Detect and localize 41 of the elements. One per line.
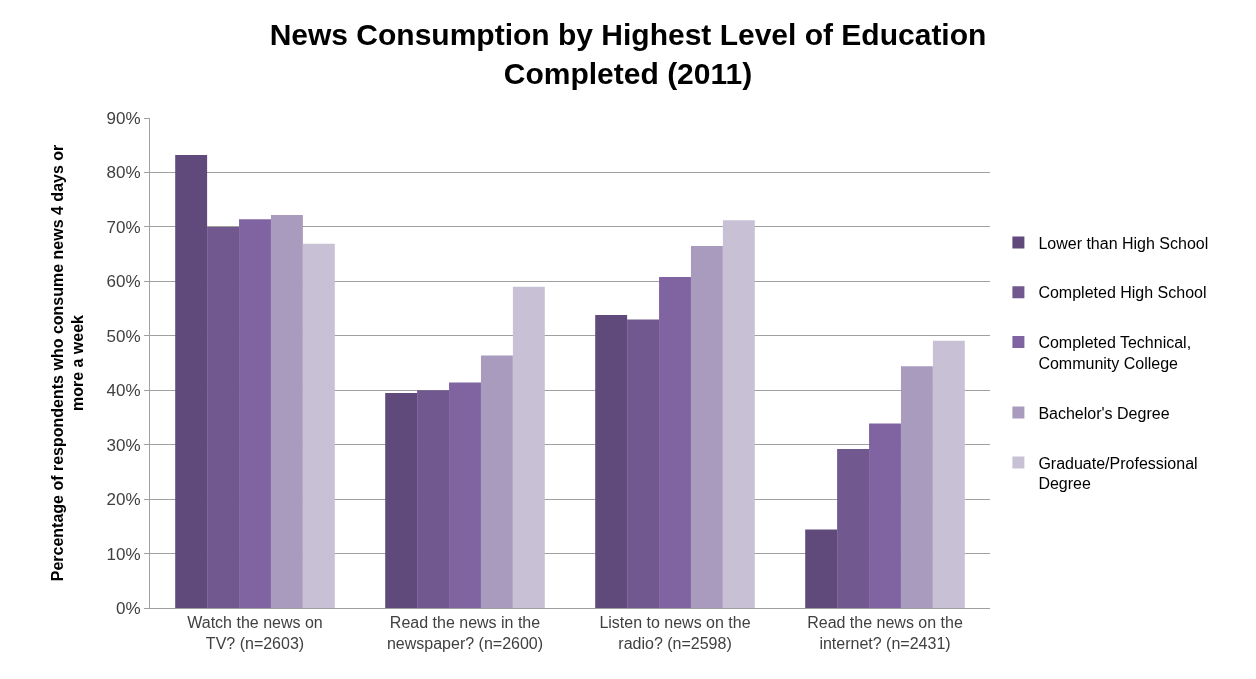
bar <box>385 392 418 608</box>
y-tick-label: 60% <box>106 272 141 292</box>
bar <box>869 423 901 608</box>
legend-label: Completed High School <box>1038 284 1207 302</box>
bar <box>480 355 513 608</box>
y-tick-label: 30% <box>106 435 141 455</box>
bar <box>659 276 691 608</box>
y-tick-label: 10% <box>106 544 141 564</box>
bar <box>417 390 450 608</box>
bar <box>837 449 870 608</box>
legend-label: Graduate/Professional Degree <box>1038 454 1198 493</box>
y-tick-label: 70% <box>106 217 141 237</box>
x-tick-label: Read the news in the newspaper? (n=2600) <box>386 614 544 652</box>
bar <box>207 226 240 608</box>
bar <box>239 219 271 608</box>
bar <box>449 382 481 608</box>
bar <box>175 155 208 608</box>
legend-label: Bachelor's Degree <box>1038 404 1170 422</box>
y-tick-label: 40% <box>106 381 141 401</box>
x-tick-label: Listen to news on the radio? (n=2598) <box>599 614 751 652</box>
bar <box>595 315 628 608</box>
bar <box>805 529 838 608</box>
bar <box>900 366 933 608</box>
y-tick-label: 90% <box>106 108 141 128</box>
x-tick-label: Watch the news on TV? (n=2603) <box>187 614 323 652</box>
bar <box>722 220 755 608</box>
bar <box>932 340 965 608</box>
legend-label: Completed Technical, Community College <box>1038 334 1192 373</box>
bar <box>690 245 723 608</box>
bar <box>270 214 303 608</box>
y-axis-title: Percentage of respondents who consume news 4 days or more a week <box>48 144 87 582</box>
chart-title: News Consumption by Highest Level of Education Completed (2011) <box>269 18 987 90</box>
y-tick-label: 0% <box>116 598 141 618</box>
y-tick-label: 80% <box>106 163 141 183</box>
y-tick-label: 20% <box>106 490 141 510</box>
bar <box>302 243 335 608</box>
x-tick-label: Read the news on the internet? (n=2431) <box>807 614 963 652</box>
y-tick-label: 50% <box>106 326 141 346</box>
legend-label: Lower than High School <box>1038 234 1209 252</box>
bar <box>627 319 660 608</box>
bar <box>512 286 545 608</box>
